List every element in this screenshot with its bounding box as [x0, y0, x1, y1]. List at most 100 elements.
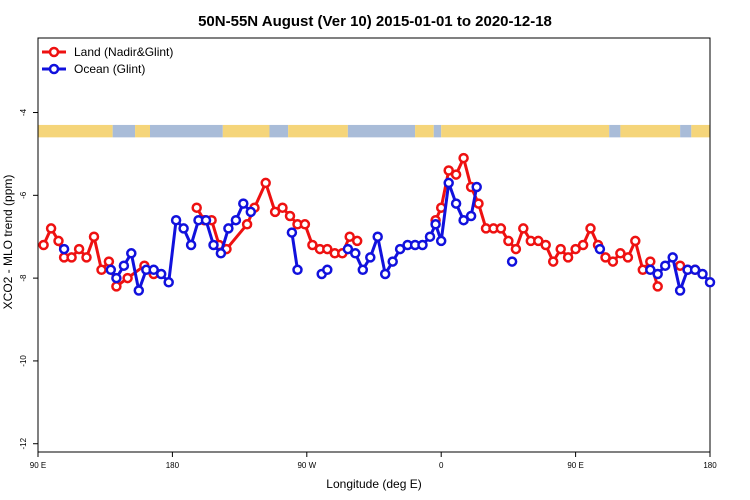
- series-ocean-point-1-13: [200, 214, 212, 226]
- series-ocean-point-1-14: [208, 239, 219, 251]
- series-ocean-point-4-7: [394, 243, 406, 255]
- series-land-point-2-15: [540, 239, 551, 251]
- legend-land-marker: [48, 46, 60, 58]
- series-ocean-point-2-1: [292, 264, 303, 276]
- y-axis-label: XCO2 - MLO trend (ppm): [1, 175, 15, 310]
- series-land-point-2-30: [652, 281, 663, 292]
- series-ocean-point-1-17: [230, 214, 242, 226]
- legend: Land (Nadir&Glint) Ocean (Glint): [42, 45, 173, 76]
- series-ocean-line-2: [290, 232, 299, 271]
- series-ocean-point-1-4: [133, 285, 145, 296]
- series-ocean-point-4-4: [372, 231, 383, 242]
- series-land-point-1-10: [284, 210, 296, 222]
- series-ocean-point-4-2: [357, 264, 369, 276]
- series-land-point-2-26: [622, 252, 634, 263]
- series-land-point-2-18: [562, 252, 574, 263]
- series-ocean-point-1-8: [163, 277, 174, 288]
- series-land-point-2-16: [547, 256, 559, 267]
- series-ocean-point-4-16: [458, 214, 469, 226]
- land-mask-ocean-11: [609, 124, 621, 138]
- series-land-point-2-23: [600, 252, 611, 263]
- series-land-point-2-14: [533, 235, 544, 247]
- series-land-point-2-24: [607, 256, 619, 267]
- series-ocean-point-4-17: [465, 210, 477, 222]
- series-land-point-2-3: [450, 169, 462, 180]
- y-tick-label-1: -6: [19, 191, 28, 199]
- x-tick-label-2: 90 W: [297, 461, 316, 470]
- series-land-point-2-12: [518, 223, 529, 234]
- series-land-point-2-2: [443, 165, 454, 176]
- series-ocean-point-4-12: [430, 219, 441, 230]
- series-ocean-point-1-0: [105, 264, 117, 276]
- series-land-point-2-4: [458, 152, 469, 164]
- land-mask-land-6: [288, 124, 348, 138]
- series-ocean-point-1-16: [223, 223, 234, 234]
- series-ocean-point-1-11: [185, 239, 197, 251]
- series-land-point-2-27: [630, 235, 641, 247]
- legend-ocean-marker: [48, 63, 60, 75]
- land-mask-ocean-1: [112, 124, 136, 138]
- series-ocean-point-4-6: [387, 256, 398, 267]
- series-ocean-point-4-5: [379, 268, 391, 280]
- land-mask-land-2: [135, 124, 150, 138]
- plot-area: 90 E 180 90 W 0 90 E 180 -4 -6 -8 -10 -12: [19, 37, 717, 470]
- series-ocean-point-7-6: [689, 264, 701, 276]
- series-land-point-1-9: [277, 202, 288, 213]
- series-land-point-1-15: [322, 243, 333, 255]
- series-land-point-1-12: [299, 219, 311, 230]
- series-ocean-point-2-0: [286, 227, 298, 238]
- series-ocean-point-4-11: [424, 231, 436, 242]
- series-land-line-2: [434, 156, 660, 287]
- series-ocean-point-7-0: [645, 264, 656, 276]
- land-mask-ocean-9: [433, 124, 442, 138]
- series-ocean-point-1-6: [148, 264, 159, 276]
- series-land-point-0-2: [53, 235, 64, 247]
- land-mask-land-12: [620, 124, 681, 138]
- land-mask-ocean-3: [150, 124, 223, 138]
- series-ocean-point-5-0: [506, 256, 518, 267]
- series-ocean-point-4-10: [417, 239, 428, 251]
- chart-title: 50N-55N August (Ver 10) 2015-01-01 to 20…: [198, 13, 552, 30]
- series-ocean-point-1-3: [126, 248, 137, 259]
- series-ocean-point-4-1: [350, 248, 361, 259]
- series-land-point-0-6: [81, 252, 92, 263]
- series-ocean-point-4-15: [450, 198, 462, 209]
- series-land-point-2-29: [645, 256, 656, 267]
- series-land-point-0-9: [103, 256, 115, 267]
- series-land-point-0-11: [122, 272, 133, 284]
- series-land-point-1-5: [241, 219, 253, 230]
- series-land-point-0-10: [111, 281, 122, 292]
- series-land-point-2-11: [510, 243, 522, 255]
- series-land-point-0-4: [66, 252, 77, 263]
- plot-frame: [37, 37, 711, 453]
- land-mask-land-4: [222, 124, 270, 138]
- land-mask-land-8: [415, 124, 434, 138]
- series-ocean-point-4-13: [435, 235, 447, 247]
- series-land-point-2-10: [503, 235, 514, 247]
- x-axis-label: Longitude (deg E): [326, 477, 421, 491]
- series-ocean-point-7-4: [674, 285, 686, 296]
- series-land-point-0-7: [88, 231, 100, 242]
- land-mask-ocean-7: [347, 124, 416, 138]
- land-mask-ocean-5: [269, 124, 289, 138]
- y-tick-label-0: -4: [19, 108, 28, 116]
- series-land-point-2-25: [615, 248, 626, 259]
- series-land-point-2-17: [555, 243, 566, 255]
- series-land-point-2-20: [577, 239, 589, 251]
- x-tick-label-1: 180: [166, 461, 180, 470]
- x-tick-label-0: 90 E: [30, 461, 46, 470]
- series-ocean-point-0-0: [58, 243, 70, 255]
- land-mask-land-10: [441, 124, 610, 138]
- series-land-point-2-9: [495, 223, 507, 234]
- series-ocean-point-4-14: [443, 177, 454, 189]
- series-land-point-0-8: [96, 264, 107, 276]
- series-land-point-3-0: [674, 260, 686, 271]
- series-ocean-point-1-15: [215, 248, 227, 259]
- series-ocean-point-1-9: [170, 214, 182, 226]
- series-ocean-point-4-0: [342, 243, 354, 255]
- series-ocean-point-1-10: [178, 223, 189, 234]
- series-land-point-0-1: [45, 223, 57, 234]
- series-ocean-point-4-18: [471, 181, 482, 193]
- series-land-point-1-19: [351, 235, 363, 247]
